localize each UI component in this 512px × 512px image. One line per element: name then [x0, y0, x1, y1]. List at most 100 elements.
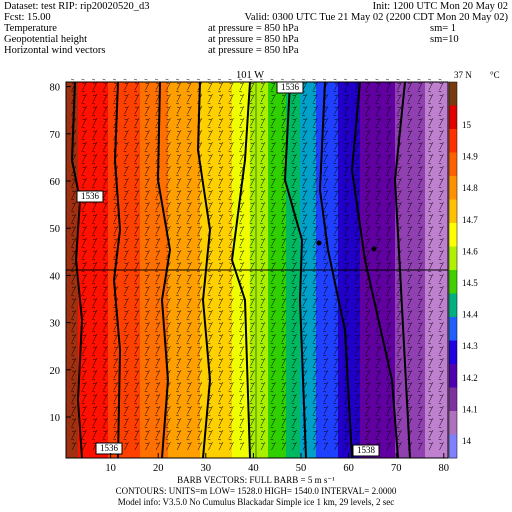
- barb: [301, 258, 308, 271]
- barb: [91, 306, 98, 319]
- barb: [154, 210, 161, 223]
- barb: [375, 294, 381, 307]
- barb: [249, 246, 255, 259]
- colorbar-swatch: [449, 434, 457, 459]
- barb: [217, 354, 224, 367]
- barb: [406, 282, 413, 295]
- barb: [91, 114, 98, 127]
- barb: [70, 210, 77, 223]
- barb: [333, 102, 339, 115]
- barb: [427, 402, 434, 415]
- barb: [364, 282, 371, 295]
- barb: [322, 342, 329, 355]
- barb: [385, 102, 392, 115]
- barb: [427, 366, 434, 379]
- barb: [196, 222, 203, 235]
- barb: [375, 102, 381, 115]
- barb: [354, 330, 360, 343]
- colorbar-swatch: [449, 270, 457, 294]
- barb: [396, 102, 402, 115]
- barb: [154, 378, 161, 391]
- barb: [133, 378, 140, 391]
- barb: [280, 354, 287, 367]
- barb: [91, 354, 98, 367]
- barb: [207, 306, 213, 319]
- barb: [270, 234, 276, 247]
- barb: [249, 222, 255, 235]
- barb: [102, 402, 108, 415]
- barb: [186, 318, 192, 331]
- barb: [417, 294, 423, 307]
- colorbar-swatch: [449, 317, 457, 341]
- barb: [385, 174, 392, 187]
- colorbar-swatch: [449, 82, 457, 106]
- barb: [228, 222, 234, 235]
- barb: [175, 222, 182, 235]
- barb: [144, 258, 150, 271]
- barb: [333, 138, 339, 151]
- fcst: Fcst: 15.00: [4, 12, 51, 23]
- barb: [280, 294, 287, 307]
- barb: [217, 90, 224, 103]
- barb: [238, 90, 245, 103]
- barb: [123, 234, 129, 247]
- barb: [354, 294, 360, 307]
- barb: [291, 234, 297, 247]
- barb: [291, 270, 297, 283]
- barb: [343, 222, 350, 235]
- barb: [270, 246, 276, 259]
- barb: [312, 270, 318, 283]
- barb: [259, 126, 266, 139]
- barb: [438, 186, 444, 199]
- barb: [154, 402, 161, 415]
- barb: [354, 234, 360, 247]
- barb: [70, 186, 77, 199]
- barb: [196, 294, 203, 307]
- cross-label: 101 W: [236, 70, 264, 81]
- barb: [385, 318, 392, 331]
- barb: [165, 426, 171, 439]
- barb: [280, 270, 287, 283]
- barb: [91, 366, 98, 379]
- barb: [165, 138, 171, 151]
- barb: [312, 114, 318, 127]
- barb: [144, 414, 150, 427]
- barb: [312, 234, 318, 247]
- barb: [249, 294, 255, 307]
- barb: [81, 246, 87, 259]
- barb: [385, 138, 392, 151]
- barb: [154, 222, 161, 235]
- barb: [123, 222, 129, 235]
- barb: [375, 414, 381, 427]
- barb: [70, 318, 77, 331]
- barb: [406, 210, 413, 223]
- barb: [228, 90, 234, 103]
- barb: [112, 366, 119, 379]
- barb: [259, 210, 266, 223]
- barb: [154, 270, 161, 283]
- barb: [301, 174, 308, 187]
- barb: [385, 258, 392, 271]
- barb: [144, 390, 150, 403]
- barb: [217, 438, 224, 451]
- barb: [102, 210, 108, 223]
- barb: [364, 414, 371, 427]
- barb: [427, 102, 434, 115]
- barb: [249, 318, 255, 331]
- barb: [165, 330, 171, 343]
- barb: [70, 426, 77, 439]
- barb: [165, 186, 171, 199]
- barb: [375, 330, 381, 343]
- valid: Valid: 0300 UTC Tue 21 May 02 (2200 CDT …: [245, 12, 509, 23]
- barb: [186, 90, 192, 103]
- barb: [333, 354, 339, 367]
- barb: [123, 426, 129, 439]
- barb: [228, 402, 234, 415]
- barb: [165, 162, 171, 175]
- barb: [322, 162, 329, 175]
- barb: [175, 342, 182, 355]
- contour-label: 1536: [81, 191, 100, 201]
- barb: [133, 162, 140, 175]
- barb: [343, 138, 350, 151]
